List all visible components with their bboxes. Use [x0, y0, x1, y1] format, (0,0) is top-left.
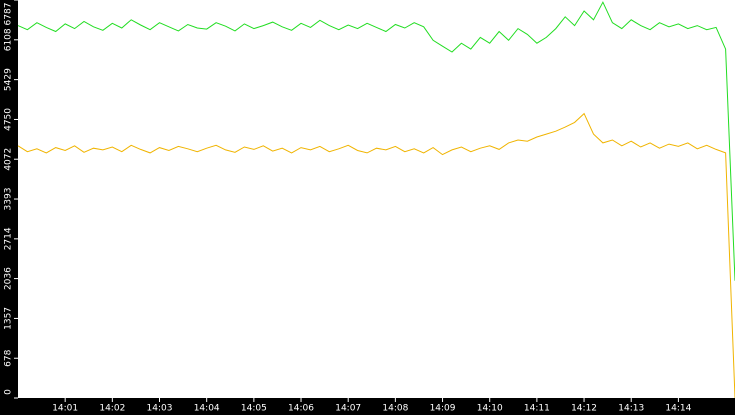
- y-tick-label: 2714: [4, 227, 14, 250]
- x-tick-label: 14:04: [194, 404, 220, 414]
- y-tick-label: 6108: [4, 28, 14, 51]
- y-tick-label: 6787: [4, 3, 14, 26]
- series-line: [17, 112, 735, 399]
- x-tick-label: 14:02: [99, 404, 125, 414]
- x-tick-label: 14:11: [524, 404, 550, 414]
- x-tick-label: 14:14: [665, 404, 691, 414]
- x-tick-label: 14:03: [147, 404, 173, 414]
- x-tick-label: 14:09: [430, 404, 456, 414]
- x-tick-label: 14:12: [571, 404, 597, 414]
- y-tick-label: 678: [4, 349, 14, 366]
- x-axis-strip: [0, 398, 735, 415]
- y-axis-strip: [0, 0, 18, 415]
- y-tick-label: 2036: [4, 267, 14, 290]
- y-tick-label: 1357: [4, 307, 14, 330]
- x-tick-label: 14:13: [618, 404, 644, 414]
- x-tick-label: 14:07: [335, 404, 361, 414]
- series-line: [17, 1, 735, 281]
- y-tick-label: 0: [4, 389, 14, 395]
- x-tick-label: 14:06: [288, 404, 314, 414]
- y-tick-label: 4072: [4, 148, 14, 171]
- x-tick-label: 14:05: [241, 404, 267, 414]
- y-tick-label: 4750: [4, 108, 14, 131]
- y-tick-label: 3393: [4, 188, 14, 211]
- x-tick-label: 14:08: [382, 404, 408, 414]
- x-tick-label: 14:10: [477, 404, 503, 414]
- y-tick-label: 5429: [4, 68, 14, 91]
- x-tick-label: 14:01: [52, 404, 78, 414]
